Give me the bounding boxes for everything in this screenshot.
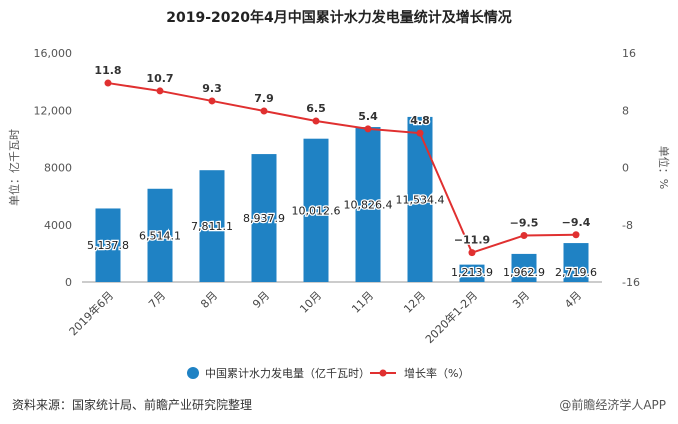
bar xyxy=(95,208,121,282)
bar-value-label: 6,514.1 xyxy=(139,229,181,242)
x-tick-label: 4月 xyxy=(562,289,584,311)
bar xyxy=(199,170,225,282)
y-right-tick-label: 8 xyxy=(622,104,629,117)
growth-point xyxy=(364,125,372,133)
growth-value-label: 5.4 xyxy=(358,110,378,123)
y-left-tick-label: 16,000 xyxy=(34,47,73,60)
y-left-tick-label: 8000 xyxy=(44,162,72,175)
x-tick-label: 10月 xyxy=(297,289,324,316)
growth-point xyxy=(520,231,528,239)
bar xyxy=(459,264,485,282)
growth-point xyxy=(104,79,112,87)
chart-title: 2019-2020年4月中国累计水力发电量统计及增长情况 xyxy=(166,9,511,26)
growth-value-label: −9.5 xyxy=(510,216,539,229)
legend-bar-label: 中国累计水力发电量（亿千瓦时） xyxy=(205,366,370,380)
y-right-tick-label: -8 xyxy=(622,219,633,232)
growth-value-label: 10.7 xyxy=(146,72,173,85)
growth-point xyxy=(416,129,424,137)
growth-point xyxy=(312,117,320,125)
x-tick-label: 9月 xyxy=(250,289,272,311)
growth-value-label: −11.9 xyxy=(454,234,490,247)
x-tick-label: 2020年1-2月 xyxy=(422,288,480,346)
growth-point xyxy=(260,107,268,115)
bar-value-label: 1,962.9 xyxy=(503,266,545,279)
y-left-tick-label: 0 xyxy=(65,276,72,289)
y-right-tick-label: 16 xyxy=(622,47,636,60)
bar xyxy=(147,188,173,282)
bar-value-label: 2,719.6 xyxy=(555,266,597,279)
bar-value-label: 1,213.9 xyxy=(451,266,493,279)
growth-point xyxy=(156,87,164,95)
growth-point xyxy=(208,97,216,105)
y-right-tick-label: -16 xyxy=(622,276,640,289)
growth-value-label: 6.5 xyxy=(306,102,326,115)
x-tick-label: 8月 xyxy=(198,289,220,311)
x-tick-label: 11月 xyxy=(349,289,376,316)
bar-value-label: 11,534.4 xyxy=(396,193,445,206)
x-tick-label: 7月 xyxy=(146,289,168,311)
growth-value-label: 9.3 xyxy=(202,82,222,95)
growth-line xyxy=(107,82,577,254)
bar-value-label: 5,137.8 xyxy=(87,239,129,252)
bar xyxy=(563,243,589,282)
x-tick-label: 12月 xyxy=(401,289,428,316)
bar-value-label: 10,012.6 xyxy=(292,204,341,217)
brand-credit: @前瞻经济学人APP xyxy=(559,398,666,412)
legend-line-label: 增长率（%） xyxy=(404,366,469,380)
growth-point xyxy=(468,249,476,257)
x-tick-label: 2019年6月 xyxy=(66,288,116,338)
growth-value-label: 4.8 xyxy=(410,114,430,127)
y-right-tick-label: 0 xyxy=(622,162,629,175)
bar xyxy=(303,138,329,282)
legend-bar-marker xyxy=(187,367,199,379)
y-left-axis-title: 单位：亿千瓦时 xyxy=(7,129,21,206)
growth-value-label: 11.8 xyxy=(94,64,121,77)
y-right-axis-title: 单位：% xyxy=(657,146,671,189)
bar xyxy=(251,154,277,282)
y-left-tick-label: 12,000 xyxy=(34,104,73,117)
bar xyxy=(407,116,433,282)
bar xyxy=(511,253,537,282)
legend-line-dot xyxy=(379,369,387,377)
source-note: 资料来源：国家统计局、前瞻产业研究院整理 xyxy=(12,398,253,412)
bar-value-label: 10,826.4 xyxy=(344,199,393,212)
bar-value-label: 8,937.9 xyxy=(243,212,285,225)
bar xyxy=(355,127,381,282)
growth-value-label: 7.9 xyxy=(254,92,274,105)
growth-value-label: −9.4 xyxy=(562,216,591,229)
bar-value-label: 7,811.1 xyxy=(191,220,233,233)
y-left-tick-label: 4000 xyxy=(44,219,72,232)
growth-point xyxy=(572,231,580,239)
x-tick-label: 3月 xyxy=(510,289,532,311)
